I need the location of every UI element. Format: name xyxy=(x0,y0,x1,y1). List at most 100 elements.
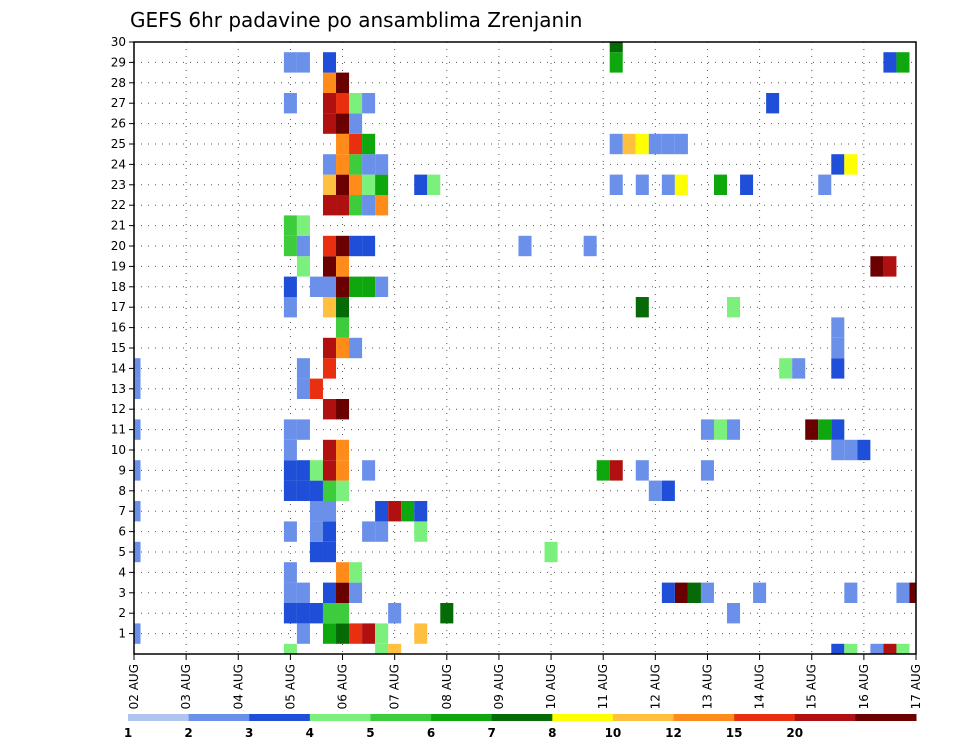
heatmap-cell xyxy=(322,72,337,93)
colorbar-label: 15 xyxy=(726,726,743,740)
heatmap-cell xyxy=(661,480,675,501)
y-tick-label: 27 xyxy=(111,96,126,110)
heatmap-cell xyxy=(322,501,337,522)
y-tick-label: 24 xyxy=(111,157,126,171)
heatmap-cell xyxy=(283,419,297,440)
heatmap-cell xyxy=(283,582,297,603)
heatmap-cell xyxy=(134,460,141,481)
x-tick-label: 03 AUG xyxy=(179,664,193,709)
heatmap-cell xyxy=(336,276,350,297)
y-tick-label: 19 xyxy=(111,259,126,273)
colorbar-legend: 1 2 3 4 5 6 7 8 10 12 15 20 xyxy=(124,714,917,740)
colorbar-swatch xyxy=(431,714,493,721)
heatmap-cell xyxy=(844,439,858,461)
heatmap-cell xyxy=(322,276,337,297)
heatmap-cell xyxy=(336,154,350,175)
heatmap-cell xyxy=(349,154,363,175)
y-tick-label: 13 xyxy=(111,382,126,396)
heatmap-cell xyxy=(648,133,662,155)
colorbar-swatch xyxy=(309,714,371,721)
heatmap-cell xyxy=(322,174,337,195)
heatmap-cell xyxy=(296,378,310,399)
heatmap-cell xyxy=(309,480,323,501)
heatmap-cell xyxy=(296,235,310,257)
heatmap-cell xyxy=(362,460,376,481)
y-tick-label: 7 xyxy=(118,504,126,518)
heatmap-cell xyxy=(414,501,428,522)
heatmap-cell xyxy=(349,93,363,114)
heatmap-cell xyxy=(831,154,845,175)
heatmap-cell xyxy=(296,623,310,644)
heatmap-cell xyxy=(322,582,337,603)
x-tick-label: 02 AUG xyxy=(127,664,141,709)
x-tick-label: 17 AUG xyxy=(909,664,923,709)
heatmap-cell xyxy=(283,562,297,583)
heatmap-cell xyxy=(609,174,623,195)
heatmap-cell xyxy=(336,399,350,420)
heatmap-cell xyxy=(635,133,649,155)
heatmap-cell xyxy=(674,582,688,603)
colorbar-swatch xyxy=(128,714,190,721)
heatmap-cell xyxy=(831,337,845,359)
heatmap-cell xyxy=(375,623,389,644)
heatmap-cell xyxy=(322,399,337,420)
heatmap-cell xyxy=(414,623,428,644)
heatmap-cell xyxy=(909,582,916,603)
colorbar-swatch xyxy=(673,714,735,721)
heatmap-cell xyxy=(322,297,337,318)
heatmap-cell xyxy=(375,174,389,195)
heatmap-cell xyxy=(362,174,376,195)
heatmap-cell xyxy=(283,643,297,654)
x-tick-label: 11 AUG xyxy=(596,664,610,709)
y-tick-label: 18 xyxy=(111,280,126,294)
heatmap-cell xyxy=(414,174,428,195)
heatmap-cell xyxy=(388,603,402,624)
y-tick-label: 4 xyxy=(118,565,126,579)
colorbar-label: 4 xyxy=(306,726,314,740)
heatmap-cell xyxy=(896,582,910,603)
y-tick-label: 11 xyxy=(111,423,126,437)
heatmap-cell xyxy=(375,154,389,175)
y-tick-label: 23 xyxy=(111,178,126,192)
heatmap-cell xyxy=(296,460,310,481)
heatmap-cell xyxy=(896,52,910,73)
heatmap-cell xyxy=(883,256,897,277)
x-tick-label: 08 AUG xyxy=(440,664,454,709)
heatmap-cell xyxy=(635,297,649,318)
y-tick-label: 6 xyxy=(118,525,126,539)
heatmap-cell xyxy=(336,480,350,501)
colorbar-label: 20 xyxy=(786,726,803,740)
heatmap-cell xyxy=(700,419,714,440)
heatmap-cell xyxy=(727,603,741,624)
heatmap-cell xyxy=(883,52,897,73)
heatmap-cell xyxy=(322,337,337,359)
chart-title: GEFS 6hr padavine po ansamblima Zrenjani… xyxy=(130,8,582,32)
colorbar-swatch xyxy=(855,714,917,721)
heatmap-cell xyxy=(349,276,363,297)
y-tick-label: 15 xyxy=(111,341,126,355)
heatmap-cell xyxy=(362,623,376,644)
heatmap-cell xyxy=(322,52,337,73)
heatmap-cell xyxy=(283,603,297,624)
heatmap-cell xyxy=(322,603,337,624)
y-tick-label: 1 xyxy=(118,627,126,641)
heatmap-cell xyxy=(661,582,675,603)
heatmap-cell xyxy=(700,460,714,481)
heatmap-cell xyxy=(609,52,623,73)
heatmap-cell xyxy=(362,521,376,542)
y-axis: 1234567891011121314151617181920212223242… xyxy=(111,35,134,641)
heatmap-cell xyxy=(296,256,310,277)
y-tick-label: 21 xyxy=(111,219,126,233)
heatmap-cell xyxy=(844,582,858,603)
heatmap-cell xyxy=(296,52,310,73)
heatmap-cell xyxy=(713,419,728,440)
heatmap-cell xyxy=(831,419,845,440)
heatmap-cell xyxy=(309,603,323,624)
heatmap-cell xyxy=(336,72,350,93)
x-tick-label: 10 AUG xyxy=(544,664,558,709)
heatmap-cell xyxy=(283,276,297,297)
y-tick-label: 3 xyxy=(118,586,126,600)
heatmap-cell xyxy=(753,582,767,603)
heatmap-cell xyxy=(596,460,610,481)
y-tick-label: 14 xyxy=(111,361,126,375)
